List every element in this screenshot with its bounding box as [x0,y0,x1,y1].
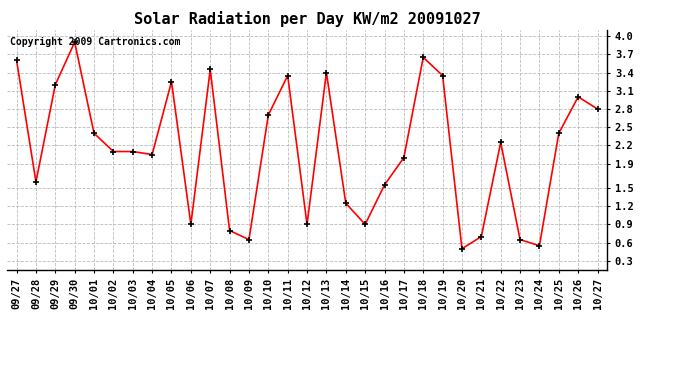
Title: Solar Radiation per Day KW/m2 20091027: Solar Radiation per Day KW/m2 20091027 [134,12,480,27]
Text: Copyright 2009 Cartronics.com: Copyright 2009 Cartronics.com [10,37,180,47]
